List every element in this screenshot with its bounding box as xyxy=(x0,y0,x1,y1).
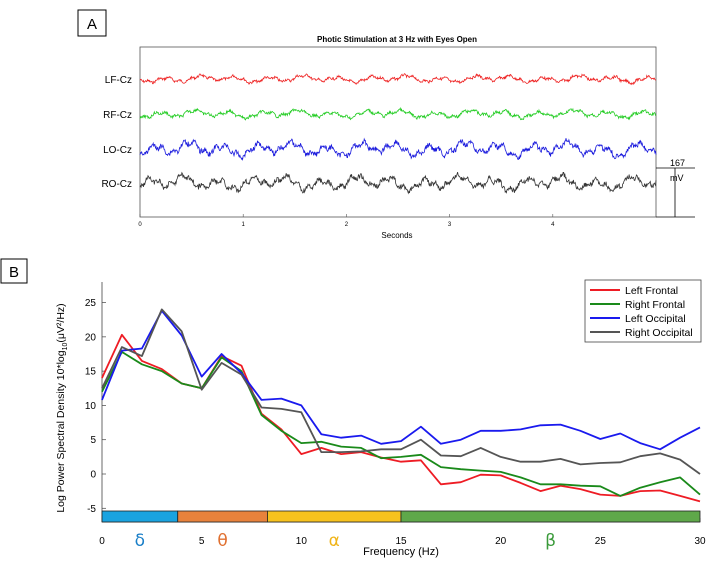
eeg-channel-label: LO-Cz xyxy=(103,145,132,156)
panel-b-label-box xyxy=(0,258,28,284)
panel-a-label-box xyxy=(77,9,107,37)
psd-x-tick-label: 0 xyxy=(99,536,105,547)
psd-y-axis-title: Log Power Spectral Density 10*log10(μV²/… xyxy=(55,303,69,512)
band-label: β xyxy=(545,531,556,551)
eeg-channel-label: RO-Cz xyxy=(101,179,132,190)
legend-label: Left Occipital xyxy=(625,313,686,325)
band-bar xyxy=(177,510,268,523)
band-bar xyxy=(400,510,701,523)
band-label: θ xyxy=(217,531,227,551)
eeg-chart-title: Photic Stimulation at 3 Hz with Eyes Ope… xyxy=(317,35,477,44)
psd-x-tick-label: 30 xyxy=(694,536,706,547)
psd-chart: -5 0 5 10 15 20 25 0 5 10 15 20 25 30 δ θ α β Left Front… xyxy=(55,279,706,558)
eeg-trace-lf-cz xyxy=(139,73,656,86)
psd-x-tick-label: 5 xyxy=(199,536,205,547)
psd-y-tick-label: 25 xyxy=(85,298,97,309)
psd-line-left-occipital xyxy=(101,309,701,451)
scale-bar-value: 167 xyxy=(670,158,685,168)
psd-y-tick-label: -5 xyxy=(87,504,96,515)
legend-label: Right Frontal xyxy=(625,299,685,311)
psd-y-tick-label: 15 xyxy=(85,367,97,378)
psd-x-tick-label: 20 xyxy=(495,536,507,547)
psd-x-tick-label: 15 xyxy=(395,536,407,547)
band-label: α xyxy=(329,531,340,551)
band-bar xyxy=(101,510,179,523)
psd-y-tick-label: 20 xyxy=(85,332,97,343)
eeg-x-axis-title: Seconds xyxy=(381,231,412,240)
eeg-trace-ro-cz xyxy=(139,171,657,195)
psd-y-tick-label: 10 xyxy=(85,401,97,412)
legend-label: Right Occipital xyxy=(625,327,693,339)
eeg-x-tick-label: 0 xyxy=(138,222,142,228)
eeg-trace-lo-cz xyxy=(139,137,657,162)
eeg-x-tick-label: 2 xyxy=(345,222,349,228)
panel-a-label: A xyxy=(87,16,97,33)
eeg-trace-rf-cz xyxy=(139,106,657,121)
legend-label: Left Frontal xyxy=(625,285,678,297)
eeg-x-tick-label: 4 xyxy=(551,222,555,228)
eeg-x-tick-label: 1 xyxy=(242,222,246,228)
eeg-trace-chart: Photic Stimulation at 3 Hz with Eyes Ope… xyxy=(101,35,695,240)
band-bar xyxy=(267,510,402,523)
psd-x-tick-label: 10 xyxy=(296,536,308,547)
eeg-channel-label: RF-Cz xyxy=(103,110,132,121)
psd-x-tick-label: 25 xyxy=(595,536,607,547)
eeg-x-tick-label: 3 xyxy=(448,222,452,228)
scale-bar: 167 mV xyxy=(656,158,695,218)
eeg-channel-label: LF-Cz xyxy=(105,75,132,86)
psd-line-right-occipital xyxy=(101,308,701,475)
panel-b-label: B xyxy=(9,264,19,281)
scale-bar-unit: mV xyxy=(670,173,684,183)
psd-y-tick-label: 5 xyxy=(90,435,96,446)
psd-y-tick-label: 0 xyxy=(90,470,96,481)
band-label: δ xyxy=(135,531,145,551)
eeg-plot-frame xyxy=(139,46,657,218)
psd-x-axis-title: Frequency (Hz) xyxy=(363,546,439,558)
